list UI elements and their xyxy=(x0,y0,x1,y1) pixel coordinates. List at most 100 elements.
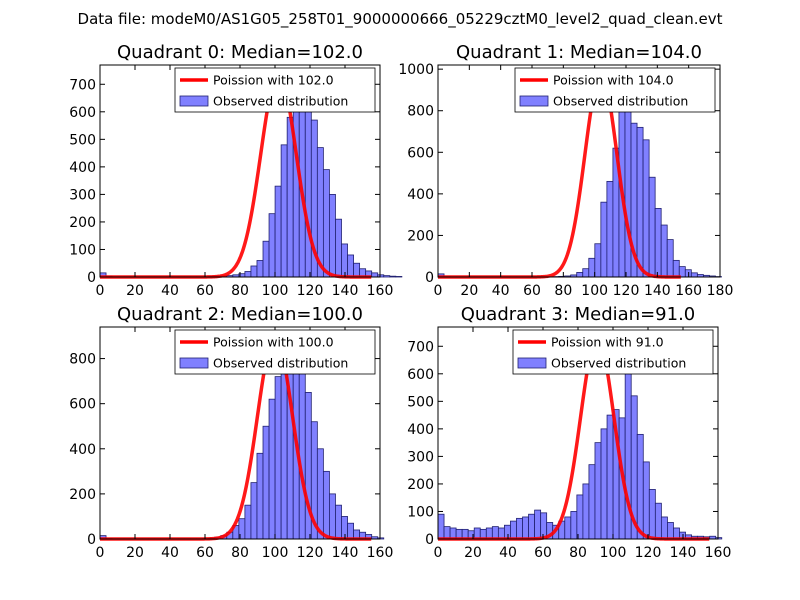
y-tick-label: 0 xyxy=(425,532,434,548)
y-tick-label: 500 xyxy=(407,394,434,410)
legend: Poission with 104.0 Observed distribution xyxy=(514,67,716,113)
histogram-bar xyxy=(582,268,590,278)
histogram-bar xyxy=(648,489,656,540)
legend: Poission with 100.0 Observed distribution xyxy=(174,329,376,375)
x-tick-label: 80 xyxy=(569,545,587,561)
x-tick-label: 140 xyxy=(670,545,697,561)
histogram-bar xyxy=(335,504,342,540)
x-tick-label: 100 xyxy=(581,283,608,299)
histogram-bar xyxy=(606,180,614,278)
histogram-bar xyxy=(244,504,252,540)
x-tick-label: 0 xyxy=(96,283,105,299)
legend: Poission with 102.0 Observed distribution xyxy=(174,67,376,113)
x-tick-label: 80 xyxy=(231,283,249,299)
histogram-bar xyxy=(244,271,252,278)
subplot-title: Quadrant 3: Median=91.0 xyxy=(461,304,696,325)
legend-label: Observed distribution xyxy=(213,356,348,371)
x-tick-label: 60 xyxy=(534,545,552,561)
legend-label: Poission with 100.0 xyxy=(213,335,334,350)
histogram-bar xyxy=(588,257,596,278)
histogram-bar xyxy=(286,116,294,278)
x-tick-label: 140 xyxy=(332,545,359,561)
histogram-bar xyxy=(443,526,451,540)
histogram-bar xyxy=(274,185,282,278)
histogram-bar xyxy=(280,144,288,278)
subplot-title: Quadrant 0: Median=102.0 xyxy=(117,42,363,63)
subplot-title: Quadrant 1: Median=104.0 xyxy=(456,42,702,63)
histogram-bar xyxy=(322,169,330,278)
histogram-bar xyxy=(594,243,602,278)
x-tick-label: 140 xyxy=(644,283,671,299)
histogram-bar xyxy=(588,464,596,540)
x-tick-label: 100 xyxy=(262,283,289,299)
legend-label: Observed distribution xyxy=(213,94,348,109)
histogram-bar xyxy=(667,522,674,540)
x-tick-label: 120 xyxy=(613,283,640,299)
x-tick-label: 120 xyxy=(297,545,324,561)
histogram-bar xyxy=(329,493,336,540)
histogram-bar xyxy=(371,272,379,278)
x-tick-label: 160 xyxy=(367,283,394,299)
histogram-bar xyxy=(600,201,608,278)
subplot-2: 0 20 40 60 80 100 120 140 160 0 200 400 600 800 Quadra… xyxy=(69,304,393,561)
y-tick-label: 600 xyxy=(407,145,434,161)
histogram-bar xyxy=(268,213,276,278)
histogram-bar xyxy=(582,483,590,540)
x-tick-label: 60 xyxy=(196,545,214,561)
legend-patch-swatch xyxy=(179,95,209,107)
histogram-bar xyxy=(250,265,258,278)
histogram-bar xyxy=(660,516,668,540)
y-tick-label: 200 xyxy=(407,228,434,244)
y-tick-label: 200 xyxy=(69,487,96,503)
histogram-bar xyxy=(672,259,680,278)
x-tick-label: 40 xyxy=(499,545,517,561)
x-tick-label: 60 xyxy=(523,283,541,299)
histogram-bar xyxy=(262,240,270,278)
histogram-bar xyxy=(516,517,523,540)
histogram-bar xyxy=(522,516,529,540)
x-tick-label: 60 xyxy=(196,283,214,299)
histogram-bar xyxy=(491,526,499,540)
y-tick-label: 200 xyxy=(407,477,434,493)
histogram-bar xyxy=(335,218,342,278)
y-tick-label: 400 xyxy=(407,422,434,438)
histogram-bar xyxy=(292,97,300,278)
legend: Poission with 91.0 Observed distribution xyxy=(512,329,714,375)
histogram-bar xyxy=(660,224,668,278)
legend-label: Poission with 102.0 xyxy=(213,73,334,88)
x-tick-label: 120 xyxy=(635,545,662,561)
histogram-bar xyxy=(528,513,535,540)
legend-label: Poission with 91.0 xyxy=(551,335,664,350)
y-tick-label: 200 xyxy=(69,215,96,231)
y-tick-label: 400 xyxy=(407,187,434,203)
legend-label: Poission with 104.0 xyxy=(553,73,674,88)
histogram-bar xyxy=(642,139,650,278)
y-tick-label: 400 xyxy=(69,160,96,176)
x-tick-label: 100 xyxy=(262,545,289,561)
y-tick-label: 0 xyxy=(425,270,434,286)
x-tick-label: 160 xyxy=(367,545,394,561)
histogram-bar xyxy=(636,433,644,540)
y-tick-label: 1000 xyxy=(398,62,434,78)
histogram-bar xyxy=(395,276,403,278)
x-tick-label: 40 xyxy=(161,545,179,561)
histogram-bar xyxy=(666,239,674,278)
subplot-3: 0 20 40 60 80 100 120 140 160 0 100 200 300 400 500 600… xyxy=(407,304,731,561)
x-tick-label: 0 xyxy=(434,283,443,299)
y-tick-label: 700 xyxy=(407,339,434,355)
histogram-bar xyxy=(576,494,584,540)
histogram-bar xyxy=(389,275,397,278)
legend-patch-swatch xyxy=(517,357,547,369)
histogram-bar xyxy=(636,126,644,278)
x-tick-label: 20 xyxy=(460,283,478,299)
histogram-bar xyxy=(564,516,572,540)
histogram-bar xyxy=(377,537,385,540)
histogram-bar xyxy=(642,461,650,540)
histogram-bar xyxy=(347,522,354,540)
x-tick-label: 100 xyxy=(600,545,627,561)
histogram-bar xyxy=(654,208,662,278)
histogram-bar xyxy=(504,524,511,540)
histogram-bar xyxy=(715,537,723,540)
histogram-bar xyxy=(268,398,276,540)
histogram-bar xyxy=(329,194,336,278)
